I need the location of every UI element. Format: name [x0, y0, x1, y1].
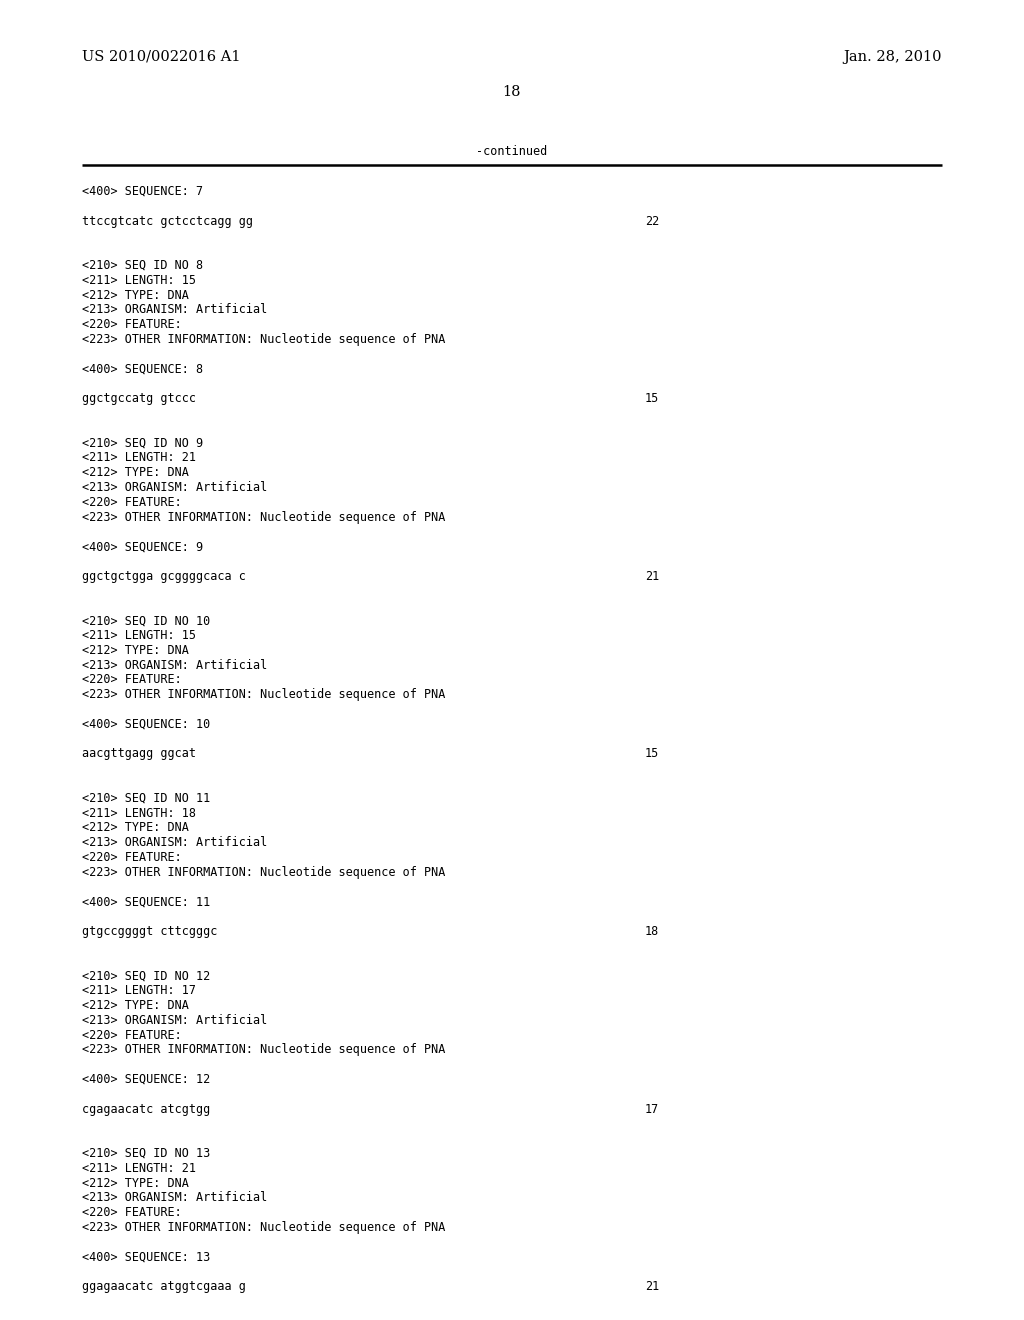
Text: <210> SEQ ID NO 12: <210> SEQ ID NO 12 [82, 969, 210, 982]
Text: <223> OTHER INFORMATION: Nucleotide sequence of PNA: <223> OTHER INFORMATION: Nucleotide sequ… [82, 688, 445, 701]
Text: ggagaacatc atggtcgaaa g: ggagaacatc atggtcgaaa g [82, 1280, 246, 1294]
Text: <211> LENGTH: 15: <211> LENGTH: 15 [82, 273, 196, 286]
Text: <211> LENGTH: 18: <211> LENGTH: 18 [82, 807, 196, 820]
Text: 22: 22 [645, 215, 659, 227]
Text: <212> TYPE: DNA: <212> TYPE: DNA [82, 289, 188, 301]
Text: <220> FEATURE:: <220> FEATURE: [82, 1028, 181, 1041]
Text: <213> ORGANISM: Artificial: <213> ORGANISM: Artificial [82, 1192, 267, 1204]
Text: <213> ORGANISM: Artificial: <213> ORGANISM: Artificial [82, 480, 267, 494]
Text: <400> SEQUENCE: 12: <400> SEQUENCE: 12 [82, 1073, 210, 1086]
Text: <211> LENGTH: 17: <211> LENGTH: 17 [82, 985, 196, 997]
Text: 21: 21 [645, 570, 659, 583]
Text: <220> FEATURE:: <220> FEATURE: [82, 318, 181, 331]
Text: 18: 18 [503, 84, 521, 99]
Text: 17: 17 [645, 1102, 659, 1115]
Text: <223> OTHER INFORMATION: Nucleotide sequence of PNA: <223> OTHER INFORMATION: Nucleotide sequ… [82, 1221, 445, 1234]
Text: <223> OTHER INFORMATION: Nucleotide sequence of PNA: <223> OTHER INFORMATION: Nucleotide sequ… [82, 1043, 445, 1056]
Text: <400> SEQUENCE: 11: <400> SEQUENCE: 11 [82, 895, 210, 908]
Text: ttccgtcatc gctcctcagg gg: ttccgtcatc gctcctcagg gg [82, 215, 253, 227]
Text: ggctgctgga gcggggcaca c: ggctgctgga gcggggcaca c [82, 570, 246, 583]
Text: 18: 18 [645, 925, 659, 939]
Text: -continued: -continued [476, 145, 548, 158]
Text: <210> SEQ ID NO 8: <210> SEQ ID NO 8 [82, 259, 203, 272]
Text: <223> OTHER INFORMATION: Nucleotide sequence of PNA: <223> OTHER INFORMATION: Nucleotide sequ… [82, 866, 445, 879]
Text: <210> SEQ ID NO 10: <210> SEQ ID NO 10 [82, 614, 210, 627]
Text: <400> SEQUENCE: 13: <400> SEQUENCE: 13 [82, 1250, 210, 1263]
Text: ggctgccatg gtccc: ggctgccatg gtccc [82, 392, 196, 405]
Text: <220> FEATURE:: <220> FEATURE: [82, 851, 181, 865]
Text: cgagaacatc atcgtgg: cgagaacatc atcgtgg [82, 1102, 210, 1115]
Text: 15: 15 [645, 747, 659, 760]
Text: <220> FEATURE:: <220> FEATURE: [82, 496, 181, 508]
Text: 21: 21 [645, 1280, 659, 1294]
Text: <213> ORGANISM: Artificial: <213> ORGANISM: Artificial [82, 304, 267, 317]
Text: <213> ORGANISM: Artificial: <213> ORGANISM: Artificial [82, 836, 267, 849]
Text: Jan. 28, 2010: Jan. 28, 2010 [844, 50, 942, 63]
Text: <212> TYPE: DNA: <212> TYPE: DNA [82, 466, 188, 479]
Text: <210> SEQ ID NO 11: <210> SEQ ID NO 11 [82, 792, 210, 805]
Text: <212> TYPE: DNA: <212> TYPE: DNA [82, 999, 188, 1012]
Text: <213> ORGANISM: Artificial: <213> ORGANISM: Artificial [82, 1014, 267, 1027]
Text: <211> LENGTH: 21: <211> LENGTH: 21 [82, 451, 196, 465]
Text: <220> FEATURE:: <220> FEATURE: [82, 1206, 181, 1220]
Text: <400> SEQUENCE: 9: <400> SEQUENCE: 9 [82, 540, 203, 553]
Text: <213> ORGANISM: Artificial: <213> ORGANISM: Artificial [82, 659, 267, 672]
Text: <220> FEATURE:: <220> FEATURE: [82, 673, 181, 686]
Text: <400> SEQUENCE: 8: <400> SEQUENCE: 8 [82, 363, 203, 376]
Text: <212> TYPE: DNA: <212> TYPE: DNA [82, 821, 188, 834]
Text: <223> OTHER INFORMATION: Nucleotide sequence of PNA: <223> OTHER INFORMATION: Nucleotide sequ… [82, 511, 445, 524]
Text: <400> SEQUENCE: 7: <400> SEQUENCE: 7 [82, 185, 203, 198]
Text: <210> SEQ ID NO 13: <210> SEQ ID NO 13 [82, 1147, 210, 1160]
Text: <211> LENGTH: 15: <211> LENGTH: 15 [82, 630, 196, 642]
Text: gtgccggggt cttcgggc: gtgccggggt cttcgggc [82, 925, 217, 939]
Text: US 2010/0022016 A1: US 2010/0022016 A1 [82, 50, 241, 63]
Text: <210> SEQ ID NO 9: <210> SEQ ID NO 9 [82, 437, 203, 450]
Text: <211> LENGTH: 21: <211> LENGTH: 21 [82, 1162, 196, 1175]
Text: <400> SEQUENCE: 10: <400> SEQUENCE: 10 [82, 718, 210, 731]
Text: 15: 15 [645, 392, 659, 405]
Text: <212> TYPE: DNA: <212> TYPE: DNA [82, 644, 188, 657]
Text: <212> TYPE: DNA: <212> TYPE: DNA [82, 1176, 188, 1189]
Text: <223> OTHER INFORMATION: Nucleotide sequence of PNA: <223> OTHER INFORMATION: Nucleotide sequ… [82, 333, 445, 346]
Text: aacgttgagg ggcat: aacgttgagg ggcat [82, 747, 196, 760]
